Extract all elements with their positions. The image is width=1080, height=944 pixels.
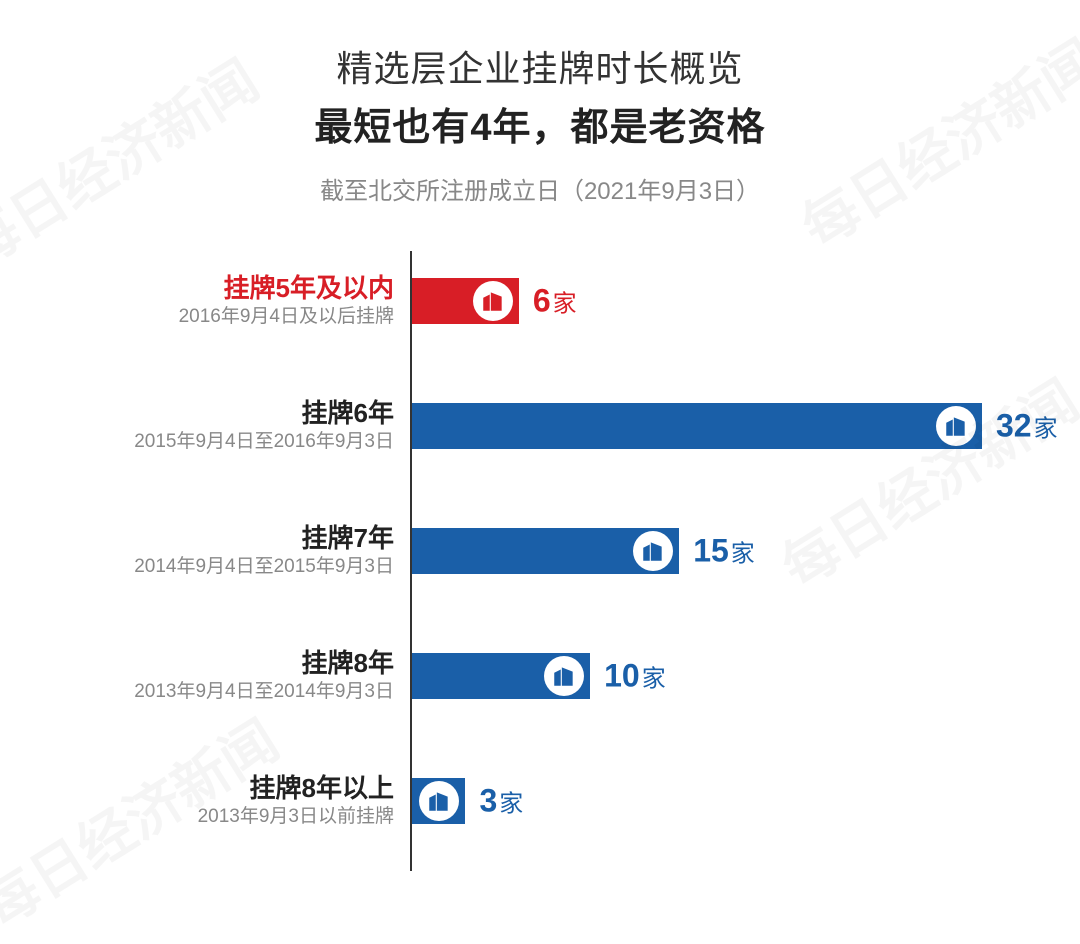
bar-value: 3家 [479, 783, 523, 820]
row-labels: 挂牌7年2014年9月4日至2015年9月3日 [52, 523, 412, 579]
bar-value-number: 15 [693, 533, 729, 569]
bar-value-unit: 家 [731, 541, 755, 568]
bar-value-number: 10 [604, 658, 640, 694]
row-labels: 挂牌5年及以内2016年9月4日及以后挂牌 [52, 273, 412, 329]
daterange-label: 2015年9月4日至2016年9月3日 [52, 431, 394, 454]
bar-value-unit: 家 [499, 791, 523, 818]
category-label: 挂牌6年 [52, 398, 394, 429]
daterange-label: 2013年9月3日以前挂牌 [52, 806, 394, 829]
category-label: 挂牌8年以上 [52, 773, 394, 804]
row-labels: 挂牌8年以上2013年9月3日以前挂牌 [52, 773, 412, 829]
subtitle: 截至北交所注册成立日（2021年9月3日） [50, 171, 1030, 206]
bar-value: 6家 [533, 283, 577, 320]
bar-value-number: 3 [479, 783, 497, 819]
category-label: 挂牌7年 [52, 523, 394, 554]
category-label: 挂牌5年及以内 [52, 273, 394, 304]
chart-row: 挂牌6年2015年9月4日至2016年9月3日 32家 [412, 396, 1080, 456]
bar-value: 10家 [604, 658, 666, 695]
bar [412, 528, 679, 574]
bar-value-unit: 家 [642, 666, 666, 693]
title-line2: 最短也有4年，都是老资格 [50, 96, 1030, 151]
bar-value-unit: 家 [553, 291, 577, 318]
daterange-label: 2014年9月4日至2015年9月3日 [52, 556, 394, 579]
category-label: 挂牌8年 [52, 648, 394, 679]
bar-value-unit: 家 [1034, 416, 1058, 443]
title-block: 精选层企业挂牌时长概览 最短也有4年，都是老资格 [50, 40, 1030, 151]
chart-row: 挂牌5年及以内2016年9月4日及以后挂牌 6家 [412, 271, 1080, 331]
bar [412, 653, 590, 699]
building-icon [473, 281, 513, 321]
bar [412, 778, 465, 824]
chart-row: 挂牌8年以上2013年9月3日以前挂牌 3家 [412, 771, 1080, 831]
building-icon [936, 406, 976, 446]
infographic-container: 精选层企业挂牌时长概览 最短也有4年，都是老资格 截至北交所注册成立日（2021… [0, 0, 1080, 911]
daterange-label: 2013年9月4日至2014年9月3日 [52, 681, 394, 704]
bar [412, 278, 519, 324]
bar-value: 32家 [996, 408, 1058, 445]
chart-row: 挂牌7年2014年9月4日至2015年9月3日 15家 [412, 521, 1080, 581]
bar-value-number: 32 [996, 408, 1032, 444]
bar-value: 15家 [693, 533, 755, 570]
building-icon [419, 781, 459, 821]
bar-value-number: 6 [533, 283, 551, 319]
title-line1: 精选层企业挂牌时长概览 [50, 40, 1030, 92]
row-labels: 挂牌8年2013年9月4日至2014年9月3日 [52, 648, 412, 704]
bar-chart: 挂牌5年及以内2016年9月4日及以后挂牌 6家挂牌6年2015年9月4日至20… [410, 251, 1030, 871]
building-icon [544, 656, 584, 696]
daterange-label: 2016年9月4日及以后挂牌 [52, 306, 394, 329]
building-icon [633, 531, 673, 571]
bar [412, 403, 982, 449]
chart-row: 挂牌8年2013年9月4日至2014年9月3日 10家 [412, 646, 1080, 706]
row-labels: 挂牌6年2015年9月4日至2016年9月3日 [52, 398, 412, 454]
